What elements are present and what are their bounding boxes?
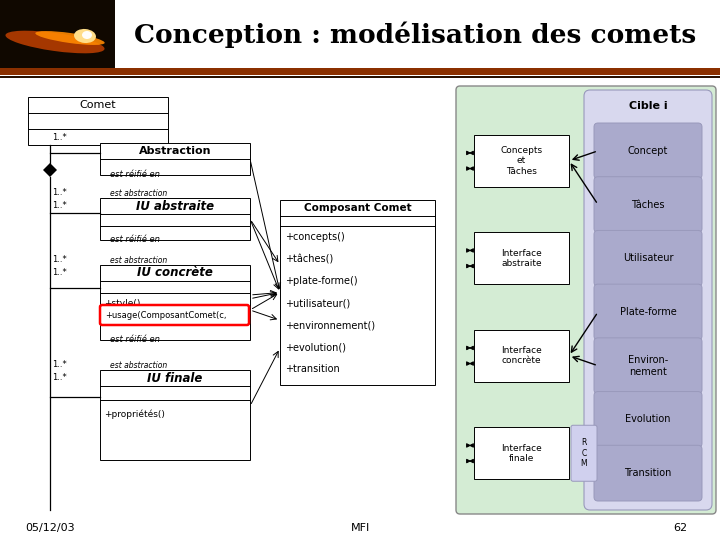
FancyBboxPatch shape — [456, 86, 716, 514]
Text: Tâches: Tâches — [631, 200, 665, 210]
FancyBboxPatch shape — [594, 177, 702, 232]
Text: +tâches(): +tâches() — [285, 254, 333, 264]
Ellipse shape — [82, 31, 92, 39]
Bar — [474, 135, 569, 187]
Text: 1..*: 1..* — [52, 201, 67, 210]
Text: +evolution(): +evolution() — [285, 342, 346, 352]
Bar — [0, 0, 115, 70]
Bar — [28, 97, 168, 145]
Text: Interface
concrète: Interface concrète — [501, 346, 542, 366]
Text: +transition: +transition — [285, 364, 340, 374]
Ellipse shape — [35, 31, 104, 45]
Text: Cible i: Cible i — [629, 101, 667, 111]
Bar — [474, 330, 569, 382]
FancyBboxPatch shape — [594, 123, 702, 179]
Bar — [100, 265, 250, 340]
FancyBboxPatch shape — [100, 305, 249, 325]
FancyBboxPatch shape — [594, 284, 702, 340]
Text: 1..*: 1..* — [52, 373, 67, 382]
Text: Composant Comet: Composant Comet — [304, 203, 411, 213]
Text: Transition: Transition — [624, 468, 672, 478]
Text: est réifié en: est réifié en — [110, 335, 160, 344]
Text: Interface
abstraite: Interface abstraite — [501, 248, 542, 268]
Bar — [0, 68, 720, 75]
Text: Conception : modélisation des comets: Conception : modélisation des comets — [134, 22, 696, 48]
Text: +usage(ComposantComet(c,: +usage(ComposantComet(c, — [105, 310, 227, 320]
Text: 1..*: 1..* — [52, 360, 67, 369]
Ellipse shape — [6, 31, 104, 53]
Bar — [100, 143, 250, 175]
Bar — [100, 198, 250, 240]
Text: Interface
finale: Interface finale — [501, 443, 542, 463]
Text: +concepts(): +concepts() — [285, 232, 345, 242]
FancyBboxPatch shape — [594, 231, 702, 286]
Text: IU concrète: IU concrète — [137, 267, 213, 280]
Text: 1..*: 1..* — [52, 188, 67, 197]
Bar — [115, 0, 720, 70]
Text: Concept: Concept — [628, 146, 668, 156]
Bar — [0, 76, 720, 78]
Text: MFI: MFI — [351, 523, 369, 533]
Text: est abstraction: est abstraction — [110, 256, 167, 265]
Text: Utilisateur: Utilisateur — [623, 253, 673, 264]
Text: 62: 62 — [673, 523, 687, 533]
Bar — [100, 370, 250, 460]
Text: +style(): +style() — [104, 299, 140, 307]
Bar — [474, 232, 569, 284]
Text: 1..*: 1..* — [52, 268, 67, 277]
FancyBboxPatch shape — [571, 426, 597, 481]
FancyBboxPatch shape — [584, 90, 712, 510]
Text: IU abstraite: IU abstraite — [136, 199, 214, 213]
Text: 1..*: 1..* — [52, 133, 67, 142]
Bar — [280, 200, 435, 385]
Text: Concepts
et
Tâches: Concepts et Tâches — [500, 146, 543, 176]
Text: Abstraction: Abstraction — [139, 146, 211, 156]
Ellipse shape — [74, 29, 96, 43]
Text: Plate-forme: Plate-forme — [620, 307, 676, 317]
Text: +environnement(): +environnement() — [285, 320, 375, 330]
Text: Comet: Comet — [80, 100, 117, 110]
Text: est abstraction: est abstraction — [110, 189, 167, 198]
Text: +propriétés(): +propriétés() — [104, 409, 165, 418]
Text: +plate-forme(): +plate-forme() — [285, 276, 358, 286]
FancyBboxPatch shape — [594, 392, 702, 447]
Bar — [474, 427, 569, 480]
Text: 05/12/03: 05/12/03 — [25, 523, 75, 533]
Bar — [0, 0, 115, 70]
Text: 1..*: 1..* — [52, 255, 67, 264]
Text: est réifié en: est réifié en — [110, 235, 160, 244]
Text: est réifié en: est réifié en — [110, 170, 160, 179]
Text: Evolution: Evolution — [625, 414, 671, 424]
Text: Environ-
nement: Environ- nement — [628, 355, 668, 376]
Text: est abstraction: est abstraction — [110, 361, 167, 370]
Polygon shape — [43, 163, 57, 177]
FancyBboxPatch shape — [594, 338, 702, 394]
Text: R
C
M: R C M — [581, 438, 588, 468]
Text: IU finale: IU finale — [148, 372, 203, 384]
FancyBboxPatch shape — [594, 446, 702, 501]
Text: +utilisateur(): +utilisateur() — [285, 298, 350, 308]
